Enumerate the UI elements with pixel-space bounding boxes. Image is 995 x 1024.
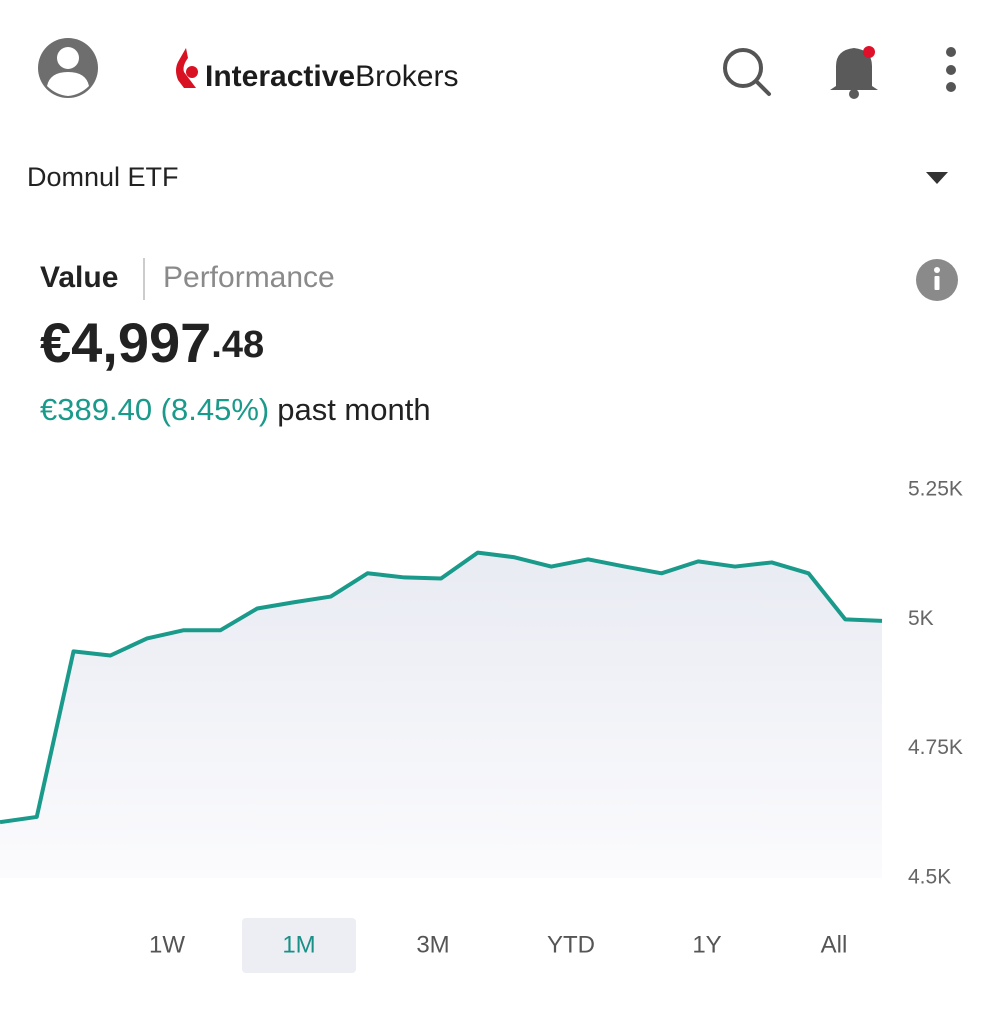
tab-value[interactable]: Value [40,261,118,294]
logo-regular: Brokers [355,60,458,93]
logo-text: InteractiveBrokers [205,60,458,93]
account-selector[interactable]: Domnul ETF [27,162,948,192]
menu-button[interactable] [946,47,956,92]
change-amount: €389.40 (8.45%) [40,392,269,427]
search-button[interactable] [723,48,771,96]
value-main: €4,997 [40,311,211,374]
range-button[interactable]: 1W [149,931,185,958]
avatar-button[interactable] [38,38,98,98]
range-selector: 1W 1M 3M YTD 1Y All [149,918,847,973]
logo: InteractiveBrokers [176,48,458,93]
range-button[interactable]: 3M [416,931,449,958]
change-period: past month [277,392,430,427]
tab-performance[interactable]: Performance [163,261,335,294]
y-tick-label: 4.75K [908,736,963,759]
area-fill [0,552,882,878]
range-selected-bg [242,918,356,973]
range-button[interactable]: All [821,931,848,958]
y-tick-label: 5K [908,607,934,630]
y-tick-label: 5.25K [908,478,963,501]
range-button[interactable]: YTD [547,931,595,958]
range-button[interactable]: 1M [282,931,315,958]
value-line [0,550,883,825]
value-cents: .48 [211,324,264,366]
logo-bold: Interactive [205,60,355,93]
notifications-button[interactable] [830,46,878,99]
portfolio-value: €4,997.48 [40,311,264,374]
account-name: Domnul ETF [27,162,179,192]
range-button[interactable]: 1Y [692,931,721,958]
info-button[interactable] [916,259,958,301]
change-line: €389.40 (8.45%) past month [40,392,431,427]
y-tick-label: 4.5K [908,866,951,889]
chart: 4.5K 4.75K 5K 5.25K [0,478,963,889]
